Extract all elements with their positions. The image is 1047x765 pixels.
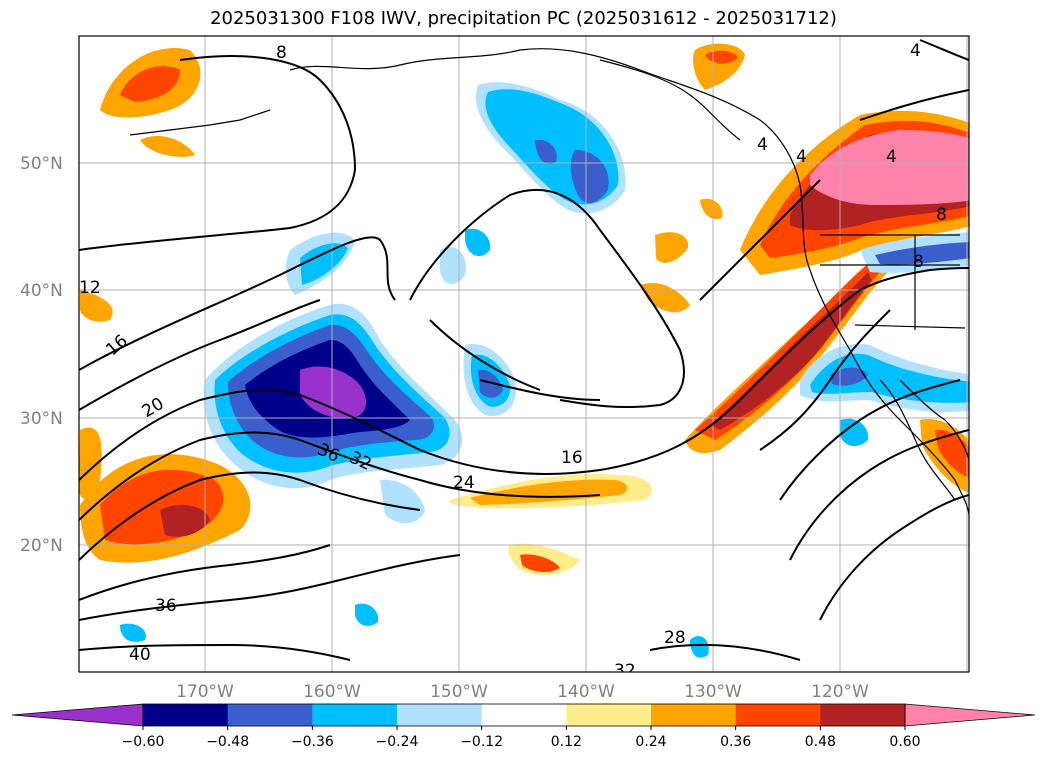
contour-label: 8 <box>913 252 924 272</box>
colorbar-tick-label: −0.60 <box>122 734 165 750</box>
colorbar-extend-low <box>11 703 144 727</box>
lat-tick-label: 40°N <box>20 281 63 301</box>
longitude-labels: 170°W 160°W 150°W 140°W 130°W 120°W <box>176 682 869 702</box>
contour-labels: 8 4 4 4 4 8 8 12 16 20 36 32 24 16 36 40… <box>79 41 947 681</box>
colorbar-tick-label: 0.60 <box>889 734 920 750</box>
lat-tick-label: 30°N <box>20 409 63 429</box>
contour-label: 4 <box>886 147 897 167</box>
contour-label: 16 <box>561 448 583 468</box>
contour-label: 24 <box>453 473 475 493</box>
lon-tick-label: 150°W <box>430 682 488 702</box>
colorbar-bin <box>143 704 229 726</box>
colorbar-extend-high <box>904 703 1036 727</box>
lon-tick-label: 130°W <box>684 682 742 702</box>
map-title: 2025031300 F108 IWV, precipitation PC (2… <box>210 8 837 29</box>
lon-tick-label: 170°W <box>176 682 234 702</box>
colorbar-bin <box>312 704 398 726</box>
contour-label: 36 <box>155 596 177 616</box>
contour-label: 28 <box>664 628 686 648</box>
colorbar-tick-label: −0.12 <box>460 734 503 750</box>
colorbar-tick-label: 0.24 <box>635 734 666 750</box>
coastlines <box>129 48 969 516</box>
colorbar-bin <box>227 704 313 726</box>
colorbar-bin <box>566 704 652 726</box>
contour-label: 4 <box>910 41 921 61</box>
colorbar-bin <box>481 704 567 726</box>
latitude-labels: 50°N 40°N 30°N 20°N <box>20 154 63 556</box>
colorbar-bin <box>820 704 906 726</box>
colorbar-tick-label: 0.12 <box>551 734 582 750</box>
contour-label: 40 <box>129 645 151 665</box>
map-content: 8 4 4 4 4 8 8 12 16 20 36 32 24 16 36 40… <box>79 36 969 681</box>
lon-tick-label: 140°W <box>557 682 615 702</box>
colorbar-bin <box>651 704 737 726</box>
contour-label: 4 <box>757 135 768 155</box>
colorbar: −0.60 −0.48 −0.36 −0.24 −0.12 0.12 0.24 0.36 0.4… <box>11 703 1036 750</box>
contour-label: 12 <box>79 278 101 298</box>
lat-tick-label: 50°N <box>20 154 63 174</box>
colorbar-bin <box>397 704 483 726</box>
colorbar-tick-label: −0.36 <box>291 734 334 750</box>
colorbar-tick-label: 0.36 <box>720 734 751 750</box>
lon-tick-label: 120°W <box>811 682 869 702</box>
contour-label: 32 <box>614 661 636 681</box>
graticule <box>79 36 969 672</box>
contour-label: 4 <box>796 147 807 167</box>
colorbar-outline <box>142 703 906 727</box>
iwv-contours <box>79 39 969 661</box>
precip-positive-shading <box>79 43 969 576</box>
colorbar-tick-label: −0.24 <box>376 734 419 750</box>
colorbar-bin <box>735 704 821 726</box>
colorbar-tick-label: 0.48 <box>805 734 836 750</box>
contour-label: 8 <box>276 43 287 63</box>
map-frame <box>78 35 970 673</box>
lon-tick-label: 160°W <box>303 682 361 702</box>
colorbar-tick-label: −0.48 <box>206 734 249 750</box>
lat-tick-label: 20°N <box>20 536 63 556</box>
contour-label: 8 <box>936 205 947 225</box>
